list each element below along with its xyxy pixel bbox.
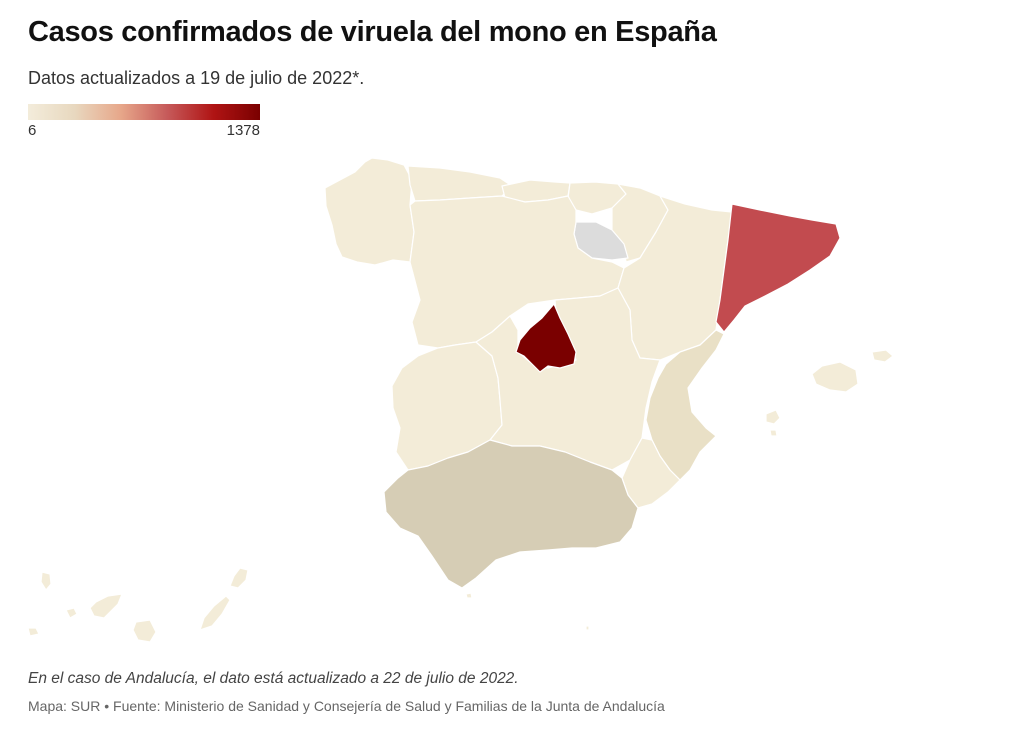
region-baleares-formentera[interactable] <box>769 429 778 437</box>
region-melilla[interactable] <box>585 625 590 631</box>
source-credit: Mapa: SUR • Fuente: Ministerio de Sanida… <box>28 698 665 714</box>
map-subtitle: Datos actualizados a 19 de julio de 2022… <box>28 68 365 88</box>
footnote: En el caso de Andalucía, el dato está ac… <box>28 670 519 687</box>
region-canarias-tenerife[interactable] <box>89 593 123 619</box>
legend-labels: 6 1378 <box>28 120 260 139</box>
region-canarias-la-gomera[interactable] <box>65 607 78 619</box>
region-baleares-menorca[interactable] <box>871 349 894 363</box>
region-canarias-gran-canaria[interactable] <box>132 619 157 643</box>
region-galicia[interactable] <box>324 157 415 266</box>
legend-min-label: 6 <box>28 122 37 139</box>
color-legend: 6 1378 <box>28 104 260 139</box>
region-valencia[interactable] <box>645 329 725 481</box>
region-baleares-ibiza[interactable] <box>765 409 781 425</box>
region-canarias-lanzarote[interactable] <box>229 567 249 589</box>
legend-gradient-bar <box>28 104 260 120</box>
region-cataluna[interactable] <box>715 203 841 333</box>
region-canarias-la-palma[interactable] <box>40 571 52 591</box>
region-canarias-el-hierro[interactable] <box>27 627 40 637</box>
region-canarias-fuerteventura[interactable] <box>199 595 231 631</box>
region-baleares-mallorca[interactable] <box>811 361 859 393</box>
region-ceuta[interactable] <box>465 592 473 599</box>
region-madrid[interactable] <box>515 303 577 373</box>
region-andalucia[interactable] <box>383 439 639 589</box>
map-title: Casos confirmados de viruela del mono en… <box>28 16 717 48</box>
region-navarra[interactable] <box>611 183 669 263</box>
legend-max-label: 1378 <box>226 122 260 139</box>
